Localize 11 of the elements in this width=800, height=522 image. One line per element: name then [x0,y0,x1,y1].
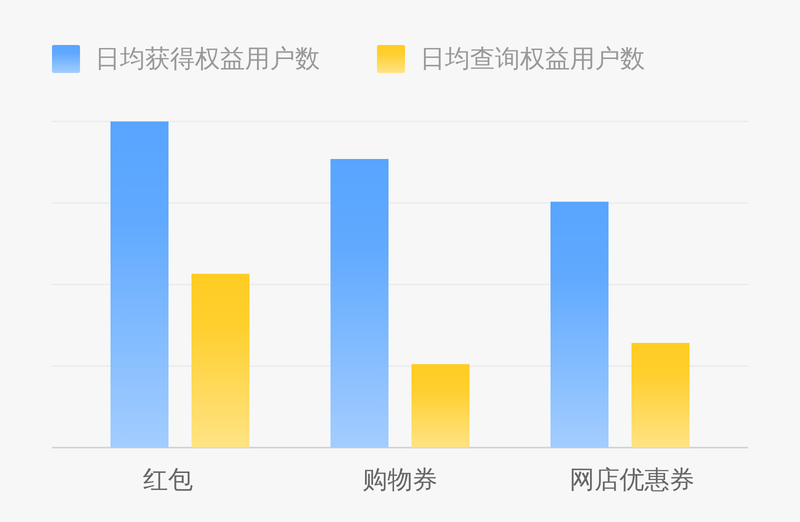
bar [110,122,168,448]
bar [412,364,470,448]
legend-label: 日均获得权益用户数 [95,45,320,73]
x-tick-label: 红包 [143,466,193,494]
bar [550,202,608,448]
bar [192,274,250,448]
x-tick-label: 购物券 [362,466,438,494]
legend-label: 日均查询权益用户数 [420,45,645,73]
bar [330,159,388,448]
bar [632,342,690,448]
x-tick-label: 网店优惠券 [570,466,694,494]
